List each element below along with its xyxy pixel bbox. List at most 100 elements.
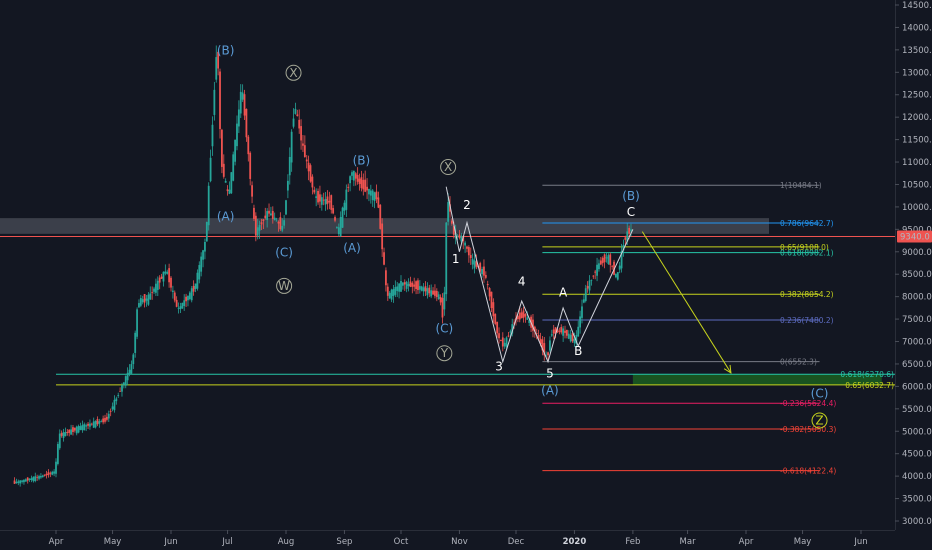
- candle-body: [368, 188, 370, 195]
- candle-body: [599, 260, 602, 265]
- candle-body: [317, 190, 319, 203]
- x-tick-label: Dec: [508, 537, 525, 547]
- candle-body: [138, 303, 140, 308]
- candle-body: [352, 170, 355, 181]
- candle-body: [96, 418, 99, 425]
- candle-body: [371, 190, 374, 201]
- candle-body: [130, 364, 133, 374]
- candle-body: [569, 334, 572, 342]
- candle-body: [149, 293, 152, 300]
- candle-body: [415, 281, 417, 290]
- wave-label: 5: [546, 366, 554, 380]
- candle-body: [200, 256, 203, 272]
- candle-body: [141, 299, 144, 303]
- candle-body: [262, 219, 265, 222]
- candle-body: [179, 306, 182, 310]
- projection-arrow-head: [723, 364, 732, 374]
- candle-body: [292, 118, 295, 127]
- fib-level-label: -0.236(5624.4): [780, 399, 836, 408]
- candle-body: [281, 225, 284, 231]
- candle-body: [298, 119, 301, 129]
- candle-body: [94, 420, 97, 428]
- candle-body: [40, 476, 42, 478]
- candle-body: [601, 257, 604, 264]
- fib-level-label: 0.618(8982.1): [780, 249, 834, 258]
- wave-label: W: [278, 279, 290, 293]
- candle-body: [115, 398, 118, 402]
- candle-body: [126, 372, 129, 381]
- candle-body: [249, 152, 252, 179]
- candle-body: [528, 320, 531, 323]
- candle-body: [469, 255, 472, 259]
- candle-body: [151, 292, 154, 294]
- fibonacci-layer: 1(10484.1)0.786(9642.7)0.65(9108.0)0.618…: [0, 181, 895, 476]
- candle-body: [47, 472, 50, 476]
- candle-body: [417, 280, 419, 291]
- candle-body: [545, 355, 548, 357]
- candle-body: [155, 283, 157, 293]
- candle-body: [492, 302, 495, 317]
- y-tick-label: 11500.0: [902, 136, 932, 146]
- candle-body: [294, 108, 297, 114]
- wave-label: C: [627, 205, 635, 219]
- support-fib-label: 0.618(6270.6): [840, 370, 894, 379]
- candle-body: [524, 314, 527, 317]
- y-tick-label: 13000.0: [902, 68, 932, 78]
- candle-body: [251, 185, 253, 197]
- candle-body: [221, 129, 223, 167]
- candle-body: [254, 215, 257, 236]
- support-zone-box: [632, 374, 882, 386]
- y-tick-label: 4500.0: [902, 450, 932, 460]
- candle-body: [72, 427, 74, 432]
- candle-body: [392, 288, 395, 296]
- candle-body: [64, 432, 67, 437]
- candle-body: [464, 242, 466, 246]
- candle-body: [213, 89, 216, 115]
- candle-body: [113, 399, 116, 411]
- candle-body: [366, 186, 368, 191]
- wave-labels-layer: (B) X (B) (A) (C) W (A) X 2 1 (C) Y 4 3 A 5 B (A) (B) C (C) Z: [217, 43, 828, 429]
- wave-label: 2: [463, 198, 471, 212]
- candle-body: [247, 136, 250, 155]
- candle-body: [190, 288, 193, 301]
- candle-body: [119, 390, 121, 392]
- candle-body: [277, 221, 280, 224]
- candle-body: [613, 261, 615, 275]
- wave-label: 1: [452, 252, 460, 266]
- candle-body: [428, 287, 431, 294]
- wave-label: 4: [518, 274, 526, 288]
- candle-body: [360, 177, 363, 189]
- wave-label: (C): [275, 245, 293, 259]
- candle-body: [575, 335, 578, 344]
- candle-body: [264, 215, 267, 219]
- candle-body: [109, 410, 112, 412]
- projection-arrow-line: [641, 231, 732, 374]
- y-tick-label: 14000.0: [902, 23, 932, 33]
- candle-body: [586, 286, 589, 289]
- candle-body: [413, 284, 416, 287]
- candle-body: [347, 186, 350, 188]
- candle-body: [315, 196, 318, 198]
- candle-body: [496, 321, 499, 334]
- candle-body: [432, 290, 434, 295]
- candle-body: [236, 123, 238, 147]
- candle-body: [552, 329, 555, 334]
- candle-body: [520, 312, 523, 319]
- candle-body: [564, 330, 566, 333]
- x-tick-label: Sep: [336, 537, 352, 547]
- candle-body: [590, 279, 593, 281]
- candle-body: [577, 326, 580, 337]
- x-tick-label: Mar: [680, 537, 697, 547]
- candle-body: [192, 285, 195, 292]
- candle-body: [584, 288, 587, 301]
- candle-body: [505, 337, 508, 348]
- candle-body: [398, 283, 401, 292]
- candle-body: [296, 114, 299, 117]
- x-tick-label: Aug: [278, 537, 295, 547]
- candle-body: [70, 429, 72, 435]
- candle-body: [379, 204, 382, 229]
- candle-body: [106, 416, 108, 420]
